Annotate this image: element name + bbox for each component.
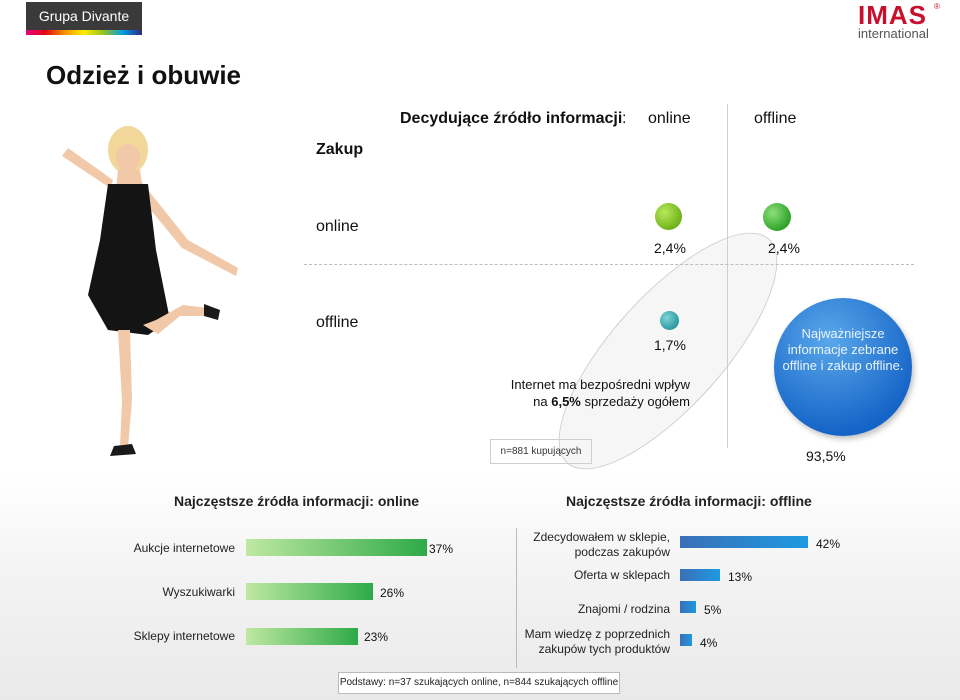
offline-online-dot bbox=[660, 311, 679, 330]
woman-dancing-illustration bbox=[62, 126, 238, 456]
online-offline-dot bbox=[763, 203, 791, 231]
offline-source-bar bbox=[680, 634, 692, 646]
value-online-online: 2,4% bbox=[654, 240, 686, 256]
online-online-dot bbox=[655, 203, 682, 230]
offline-source-bar bbox=[680, 601, 696, 613]
row-offline: offline bbox=[316, 314, 359, 331]
decisive-source-colon: : bbox=[622, 110, 627, 127]
internet-note-bold: 6,5% bbox=[551, 394, 581, 409]
logo-color-stripe bbox=[26, 30, 142, 35]
row-header-purchase: Zakup bbox=[316, 141, 364, 158]
imas-logo: IMAS bbox=[858, 0, 927, 30]
matrix-vertical-divider bbox=[727, 104, 728, 448]
internet-note-prefix: na bbox=[533, 394, 552, 409]
offline-source-value: 5% bbox=[704, 603, 722, 617]
offline-source-bar bbox=[680, 536, 808, 548]
decisive-source-label: Decydujące źródło informacji bbox=[400, 110, 623, 127]
offline-offline-circle bbox=[774, 298, 912, 436]
imas-registered-mark: ® bbox=[934, 2, 940, 11]
row-online: online bbox=[316, 218, 359, 235]
value-offline-online: 1,7% bbox=[654, 337, 686, 353]
matrix-horizontal-divider bbox=[304, 264, 914, 265]
offline-source-value: 4% bbox=[700, 636, 718, 650]
online-source-label: Sklepy internetowe bbox=[133, 629, 235, 643]
value-online-offline: 2,4% bbox=[768, 240, 800, 256]
online-source-value: 37% bbox=[429, 542, 454, 556]
internet-impact-note: Internet ma bezpośredni wpływ na 6,5% sp… bbox=[500, 376, 690, 410]
base-sizes-footer: Podstawy: n=37 szukających online, n=844… bbox=[338, 672, 620, 694]
offline-source-label: Mam wiedzę z poprzednich zakupów tych pr… bbox=[524, 627, 670, 656]
imas-logo-subtitle: international bbox=[858, 26, 929, 41]
offline-source-value: 42% bbox=[816, 537, 841, 551]
sample-size-box: n=881 kupujących bbox=[490, 439, 592, 464]
online-source-label: Wyszukiwarki bbox=[162, 585, 235, 599]
sources-divider bbox=[516, 528, 517, 668]
offline-source-label: Oferta w sklepach bbox=[573, 568, 670, 582]
online-source-value: 23% bbox=[364, 630, 389, 644]
offline-source-bar bbox=[680, 569, 720, 581]
grupa-divante-logo: Grupa Divante bbox=[26, 2, 142, 35]
offline-source-label: Znajomi / rodzina bbox=[577, 602, 670, 616]
internet-note-line1: Internet ma bezpośredni wpływ bbox=[510, 377, 690, 392]
column-offline: offline bbox=[754, 110, 797, 127]
online-source-bar bbox=[246, 583, 373, 600]
value-offline-offline: 93,5% bbox=[806, 448, 846, 464]
online-source-value: 26% bbox=[380, 586, 405, 600]
online-source-label: Aukcje internetowe bbox=[133, 541, 235, 555]
internet-note-suffix: sprzedaży ogółem bbox=[580, 394, 690, 409]
offline-source-label: Zdecydowałem w sklepie, podczas zakupów bbox=[533, 530, 670, 559]
online-source-bar bbox=[246, 539, 427, 556]
online-source-bar bbox=[246, 628, 358, 645]
column-online: online bbox=[648, 110, 691, 127]
sources-panel bbox=[0, 475, 960, 700]
offline-offline-highlight-text: Najważniejsze informacje zebrane offline… bbox=[782, 326, 904, 373]
page-title: Odzież i obuwie bbox=[46, 60, 242, 90]
online-sources-title: Najczęstsze źródła informacji: online bbox=[174, 493, 420, 509]
offline-sources-title: Najczęstsze źródła informacji: offline bbox=[566, 493, 812, 509]
offline-source-value: 13% bbox=[728, 570, 753, 584]
